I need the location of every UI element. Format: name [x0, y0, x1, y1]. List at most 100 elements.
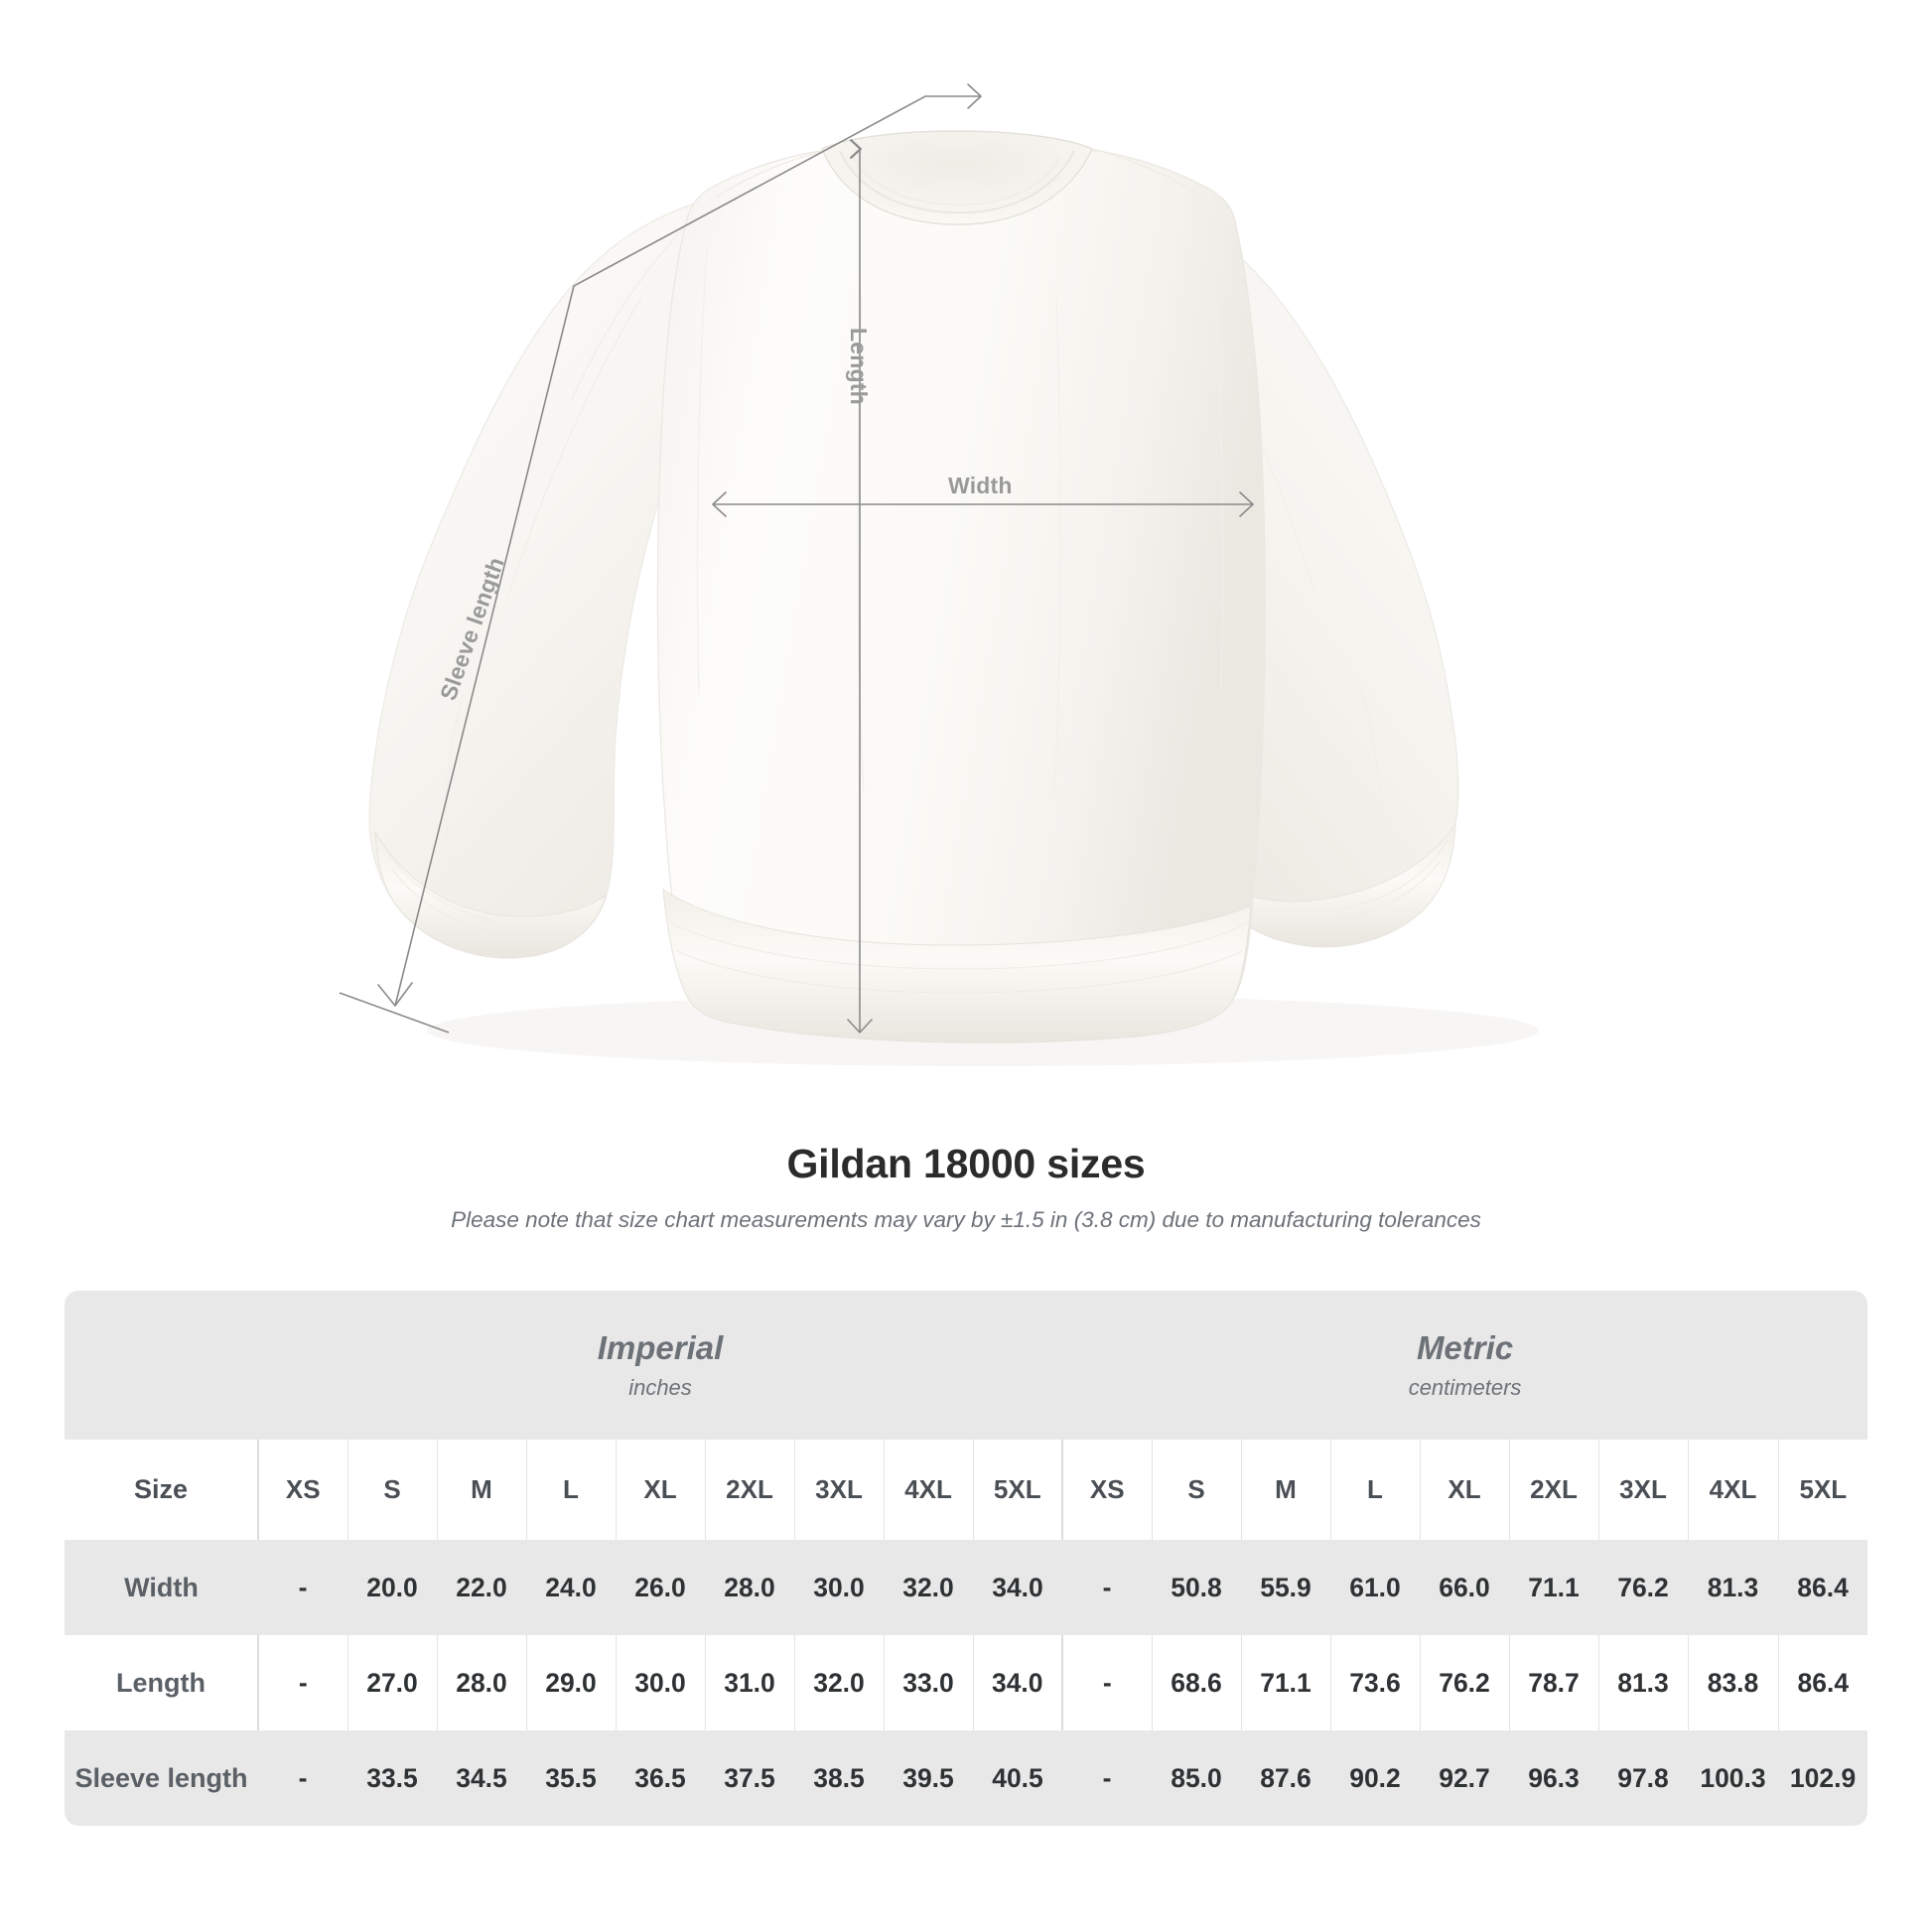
- cell-width-imp-l: 24.0: [526, 1540, 616, 1635]
- cell-width-met-4xl: 81.3: [1688, 1540, 1778, 1635]
- cell-sleeve-met-2xl: 96.3: [1509, 1730, 1598, 1826]
- size-header-imp-xs: XS: [257, 1440, 347, 1540]
- garment-body: [656, 130, 1266, 1043]
- size-header-met-5xl: 5XL: [1777, 1440, 1868, 1540]
- cell-width-imp-m: 22.0: [437, 1540, 526, 1635]
- table-row: Width - 20.0 22.0 24.0 26.0 28.0 30.0 32…: [65, 1540, 1868, 1635]
- cell-sleeve-met-s: 85.0: [1152, 1730, 1241, 1826]
- cell-sleeve-met-xs: -: [1062, 1730, 1152, 1826]
- cell-sleeve-imp-s: 33.5: [347, 1730, 437, 1826]
- left-sleeve: [368, 203, 758, 959]
- sweatshirt-diagram: [339, 83, 1539, 1066]
- cell-width-imp-3xl: 30.0: [794, 1540, 884, 1635]
- size-chart-table-wrapper: Imperial inches Metric centimeters Size …: [65, 1291, 1868, 1826]
- sleeve-guide-line: [394, 95, 981, 1007]
- cell-length-met-3xl: 81.3: [1597, 1635, 1688, 1730]
- unit-header-row: Imperial inches Metric centimeters: [65, 1291, 1868, 1440]
- cell-length-met-xs: -: [1061, 1635, 1152, 1730]
- cell-width-imp-xs: -: [258, 1540, 347, 1635]
- cell-length-met-4xl: 83.8: [1687, 1635, 1778, 1730]
- cell-sleeve-imp-3xl: 38.5: [794, 1730, 884, 1826]
- cell-width-imp-2xl: 28.0: [705, 1540, 794, 1635]
- cell-length-imp-4xl: 33.0: [883, 1635, 973, 1730]
- unit-header-metric-name: Metric: [1416, 1328, 1514, 1366]
- size-header-met-xl: XL: [1419, 1440, 1509, 1540]
- size-header-met-3xl: 3XL: [1597, 1440, 1688, 1540]
- unit-header-metric-sub: centimeters: [1408, 1374, 1522, 1400]
- cell-length-met-m: 71.1: [1240, 1635, 1330, 1730]
- row-label-sleeve-length: Sleeve length: [65, 1730, 258, 1826]
- cell-length-imp-2xl: 31.0: [704, 1635, 794, 1730]
- sleeve-guide-arrow-bottom: [377, 982, 413, 1007]
- neck-collar: [821, 130, 1093, 225]
- cell-width-met-m: 55.9: [1241, 1540, 1330, 1635]
- cell-width-met-3xl: 76.2: [1598, 1540, 1688, 1635]
- cell-width-met-xl: 66.0: [1420, 1540, 1509, 1635]
- length-guide-arrow-bottom: [847, 1019, 873, 1034]
- cell-sleeve-imp-2xl: 37.5: [705, 1730, 794, 1826]
- size-header-imp-2xl: 2XL: [704, 1440, 794, 1540]
- cell-length-imp-xs: -: [257, 1635, 347, 1730]
- size-header-met-2xl: 2XL: [1508, 1440, 1598, 1540]
- cell-length-imp-xl: 30.0: [615, 1635, 705, 1730]
- cell-sleeve-imp-l: 35.5: [526, 1730, 616, 1826]
- size-header-met-4xl: 4XL: [1687, 1440, 1778, 1540]
- cell-sleeve-met-3xl: 97.8: [1598, 1730, 1688, 1826]
- size-header-met-xs: XS: [1061, 1440, 1152, 1540]
- size-header-imp-3xl: 3XL: [793, 1440, 884, 1540]
- cell-length-imp-3xl: 32.0: [793, 1635, 884, 1730]
- cell-length-met-2xl: 78.7: [1508, 1635, 1598, 1730]
- size-header-imp-s: S: [346, 1440, 437, 1540]
- cell-width-met-2xl: 71.1: [1509, 1540, 1598, 1635]
- cell-sleeve-imp-xs: -: [258, 1730, 347, 1826]
- width-label: Width: [948, 473, 1013, 498]
- width-guide-arrow-left: [712, 491, 727, 517]
- cell-length-imp-s: 27.0: [346, 1635, 437, 1730]
- cell-sleeve-imp-4xl: 39.5: [884, 1730, 973, 1826]
- cell-sleeve-met-5xl: 102.9: [1778, 1730, 1868, 1826]
- sleeve-guide-arrow-top: [967, 83, 982, 109]
- measurement-guides: [339, 83, 1254, 1034]
- unit-header-spacer: [65, 1291, 258, 1440]
- size-header-imp-l: L: [525, 1440, 616, 1540]
- cell-width-imp-5xl: 34.0: [973, 1540, 1062, 1635]
- size-header-met-s: S: [1151, 1440, 1241, 1540]
- cell-sleeve-met-4xl: 100.3: [1688, 1730, 1778, 1826]
- unit-header-imperial: Imperial inches: [258, 1291, 1062, 1440]
- cell-width-imp-s: 20.0: [347, 1540, 437, 1635]
- page-title: Gildan 18000 sizes: [786, 1141, 1146, 1186]
- cell-width-met-l: 61.0: [1330, 1540, 1420, 1635]
- unit-header-imperial-sub: inches: [628, 1374, 692, 1400]
- size-header-imp-xl: XL: [615, 1440, 705, 1540]
- size-chart-table: Imperial inches Metric centimeters Size …: [65, 1291, 1868, 1826]
- size-header-label: Size: [65, 1440, 258, 1540]
- table-row: Length - 27.0 28.0 29.0 30.0 31.0 32.0 3…: [65, 1635, 1868, 1730]
- cell-sleeve-met-l: 90.2: [1330, 1730, 1420, 1826]
- cell-length-imp-5xl: 34.0: [972, 1635, 1062, 1730]
- size-header-imp-m: M: [436, 1440, 526, 1540]
- cell-length-met-xl: 76.2: [1419, 1635, 1509, 1730]
- row-label-length: Length: [65, 1635, 258, 1730]
- cell-width-met-s: 50.8: [1152, 1540, 1241, 1635]
- size-header-met-l: L: [1329, 1440, 1420, 1540]
- size-header-met-m: M: [1240, 1440, 1330, 1540]
- row-label-width: Width: [65, 1540, 258, 1635]
- cell-width-met-xs: -: [1062, 1540, 1152, 1635]
- cell-sleeve-imp-m: 34.5: [437, 1730, 526, 1826]
- garment-illustration: Length Width Sleeve length: [339, 83, 1539, 1066]
- cell-sleeve-met-xl: 92.7: [1420, 1730, 1509, 1826]
- cell-sleeve-imp-5xl: 40.5: [973, 1730, 1062, 1826]
- table-row: Sleeve length - 33.5 34.5 35.5 36.5 37.5…: [65, 1730, 1868, 1826]
- cell-width-imp-xl: 26.0: [616, 1540, 705, 1635]
- size-header-imp-4xl: 4XL: [883, 1440, 973, 1540]
- size-header-imp-5xl: 5XL: [972, 1440, 1062, 1540]
- unit-header-imperial-name: Imperial: [597, 1328, 724, 1366]
- cell-length-imp-m: 28.0: [436, 1635, 526, 1730]
- cell-width-imp-4xl: 32.0: [884, 1540, 973, 1635]
- cell-length-met-5xl: 86.4: [1777, 1635, 1868, 1730]
- cell-length-met-l: 73.6: [1329, 1635, 1420, 1730]
- cell-sleeve-imp-xl: 36.5: [616, 1730, 705, 1826]
- size-header-row: Size XS S M L XL 2XL 3XL 4XL 5XL XS S M …: [65, 1440, 1868, 1540]
- length-label: Length: [846, 328, 872, 405]
